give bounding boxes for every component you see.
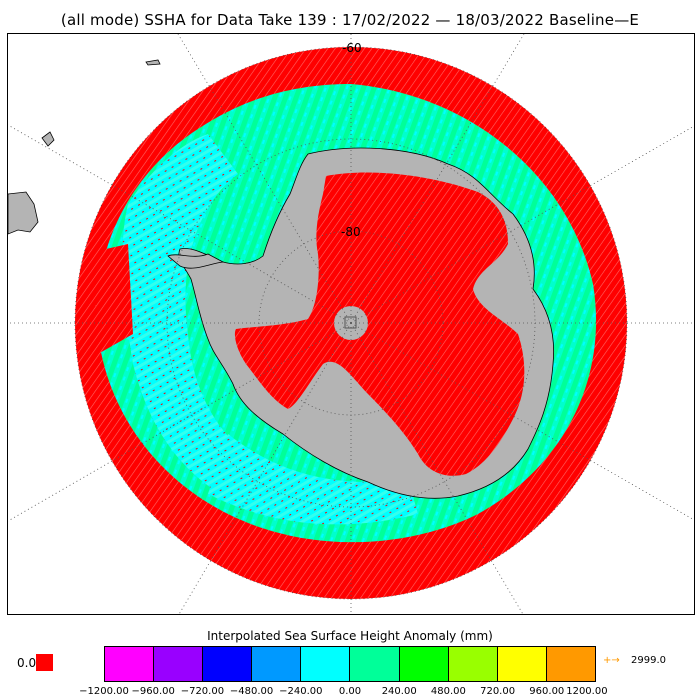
colorbar-tick-label: −960.00 <box>131 686 175 697</box>
colorbar-tick-label: 720.00 <box>480 686 516 697</box>
latitude-circle-60 <box>74 46 628 600</box>
small-island <box>145 59 161 66</box>
meridians <box>8 34 694 614</box>
colorbar-bin-1 <box>154 647 204 681</box>
antarctic-peninsula <box>167 253 225 269</box>
colorbar-tick-label: 960.00 <box>529 686 565 697</box>
ice-sheet-no-data <box>234 172 525 476</box>
map-frame: -60 -80 <box>7 33 695 615</box>
colorbar-tick-label: −240.00 <box>279 686 323 697</box>
colorbar-tick-label: 480.00 <box>430 686 466 697</box>
colorbar-bin-4 <box>301 647 351 681</box>
colorbar-tick-label: −480.00 <box>229 686 274 697</box>
ocean-cyan-band <box>122 134 258 504</box>
ocean-red-patch <box>84 244 133 354</box>
colorbar-ticks: −1200.00 −960.00 −720.00 −480.00 −240.00 0.00… <box>0 686 700 700</box>
colorbar-bin-0 <box>105 647 155 681</box>
colorbar-tick-label: −1200.00 <box>79 686 129 697</box>
overflow-value: 2999.0 <box>631 655 666 666</box>
south-america-land <box>8 191 39 235</box>
falkland-islands <box>41 131 55 147</box>
latitude-label-60: -60 <box>342 41 362 55</box>
colorbar-tick-label: 240.00 <box>381 686 417 697</box>
polar-map: -60 -80 <box>8 34 694 614</box>
zero-swatch <box>36 654 53 671</box>
colorbar-tick-label: 1200.00 <box>566 686 608 697</box>
colorbar-bin-6 <box>399 647 449 681</box>
colorbar-bin-2 <box>203 647 253 681</box>
plot-title: (all mode) SSHA for Data Take 139 : 17/0… <box>60 11 640 29</box>
colorbar-title: Interpolated Sea Surface Height Anomaly … <box>207 629 493 643</box>
zero-swatch-label: 0.0 <box>17 656 37 670</box>
colorbar-bin-3 <box>252 647 302 681</box>
colorbar-tick-label: 0.00 <box>338 686 362 697</box>
latitude-label-80: -80 <box>341 225 361 239</box>
colorbar-bin-5 <box>350 647 400 681</box>
ocean-cyan-south <box>208 434 418 525</box>
colorbar-tick-label: −720.00 <box>180 686 225 697</box>
colorbar-bin-9 <box>546 647 595 681</box>
colorbar-bin-8 <box>497 647 547 681</box>
colorbar <box>104 646 596 682</box>
overflow-arrow: +→ <box>603 655 620 666</box>
pole-marker <box>344 316 357 329</box>
colorbar-bin-7 <box>448 647 498 681</box>
